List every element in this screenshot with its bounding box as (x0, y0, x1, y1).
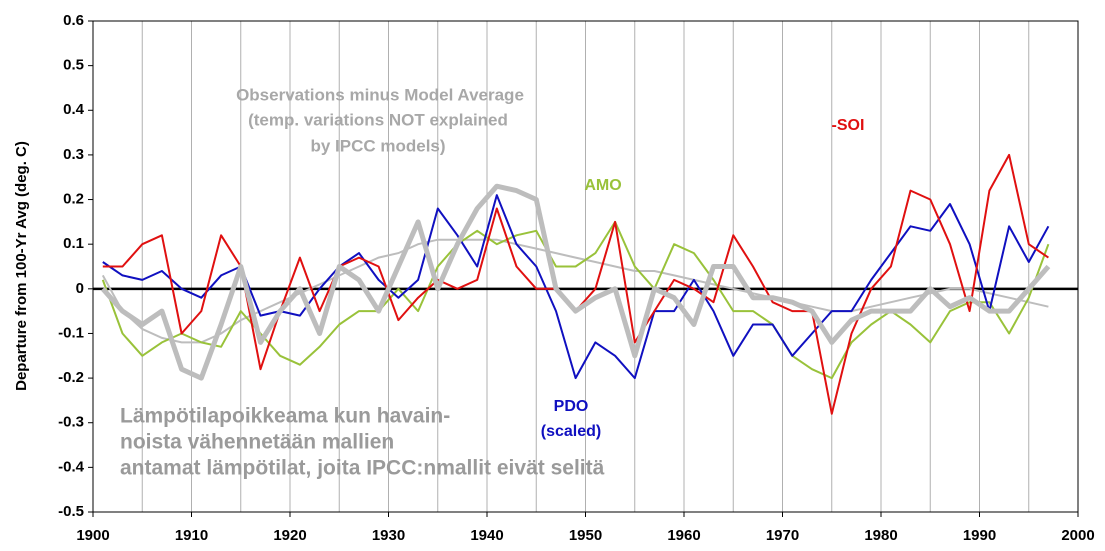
x-tick-label: 1950 (569, 527, 602, 544)
y-tick-label: 0.1 (63, 235, 84, 252)
annotation: (temp. variations NOT explained (248, 110, 508, 129)
x-tick-label: 1960 (667, 527, 700, 544)
series-label: (scaled) (541, 423, 601, 440)
y-tick-label: -0.1 (58, 324, 84, 341)
y-tick-label: -0.2 (58, 369, 84, 386)
x-tick-label: 1990 (963, 527, 996, 544)
x-tick-label: 1940 (470, 527, 503, 544)
y-tick-label: 0.4 (63, 101, 85, 118)
x-tick-label: 1920 (273, 527, 306, 544)
y-tick-label: -0.5 (58, 503, 84, 520)
series-label: AMO (584, 177, 621, 194)
annotation: by IPCC models) (310, 136, 445, 155)
smoothed-line (101, 238, 1049, 344)
x-tick-label: 1900 (76, 527, 109, 544)
y-tick-label: -0.3 (58, 414, 84, 431)
x-tick-label: 2000 (1061, 527, 1094, 544)
y-tick-label: -0.4 (58, 458, 85, 475)
x-tick-label: 1910 (175, 527, 208, 544)
y-tick-label: 0.6 (63, 12, 84, 29)
annotation: antamat lämpötilat, joita IPCC:nmallit e… (120, 457, 605, 480)
x-tick-label: 1980 (864, 527, 897, 544)
x-tick-label: 1970 (766, 527, 799, 544)
annotation: Lämpötilapoikkeama kun havain- (120, 405, 450, 428)
y-axis-label: Departure from 100-Yr Avg (deg. C) (13, 141, 30, 391)
y-tick-label: 0.5 (63, 57, 84, 74)
y-tick-label: 0.3 (63, 146, 84, 163)
series-line (102, 194, 1050, 380)
series-label: -SOI (832, 117, 865, 134)
x-tick-label: 1930 (372, 527, 405, 544)
series-line (100, 183, 1051, 381)
series-label: PDO (554, 398, 589, 415)
y-tick-label: 0 (76, 280, 84, 297)
annotation: Observations minus Model Average (236, 85, 524, 104)
y-tick-label: 0.2 (63, 191, 84, 208)
annotation: noista vähennetään mallien (120, 431, 394, 454)
